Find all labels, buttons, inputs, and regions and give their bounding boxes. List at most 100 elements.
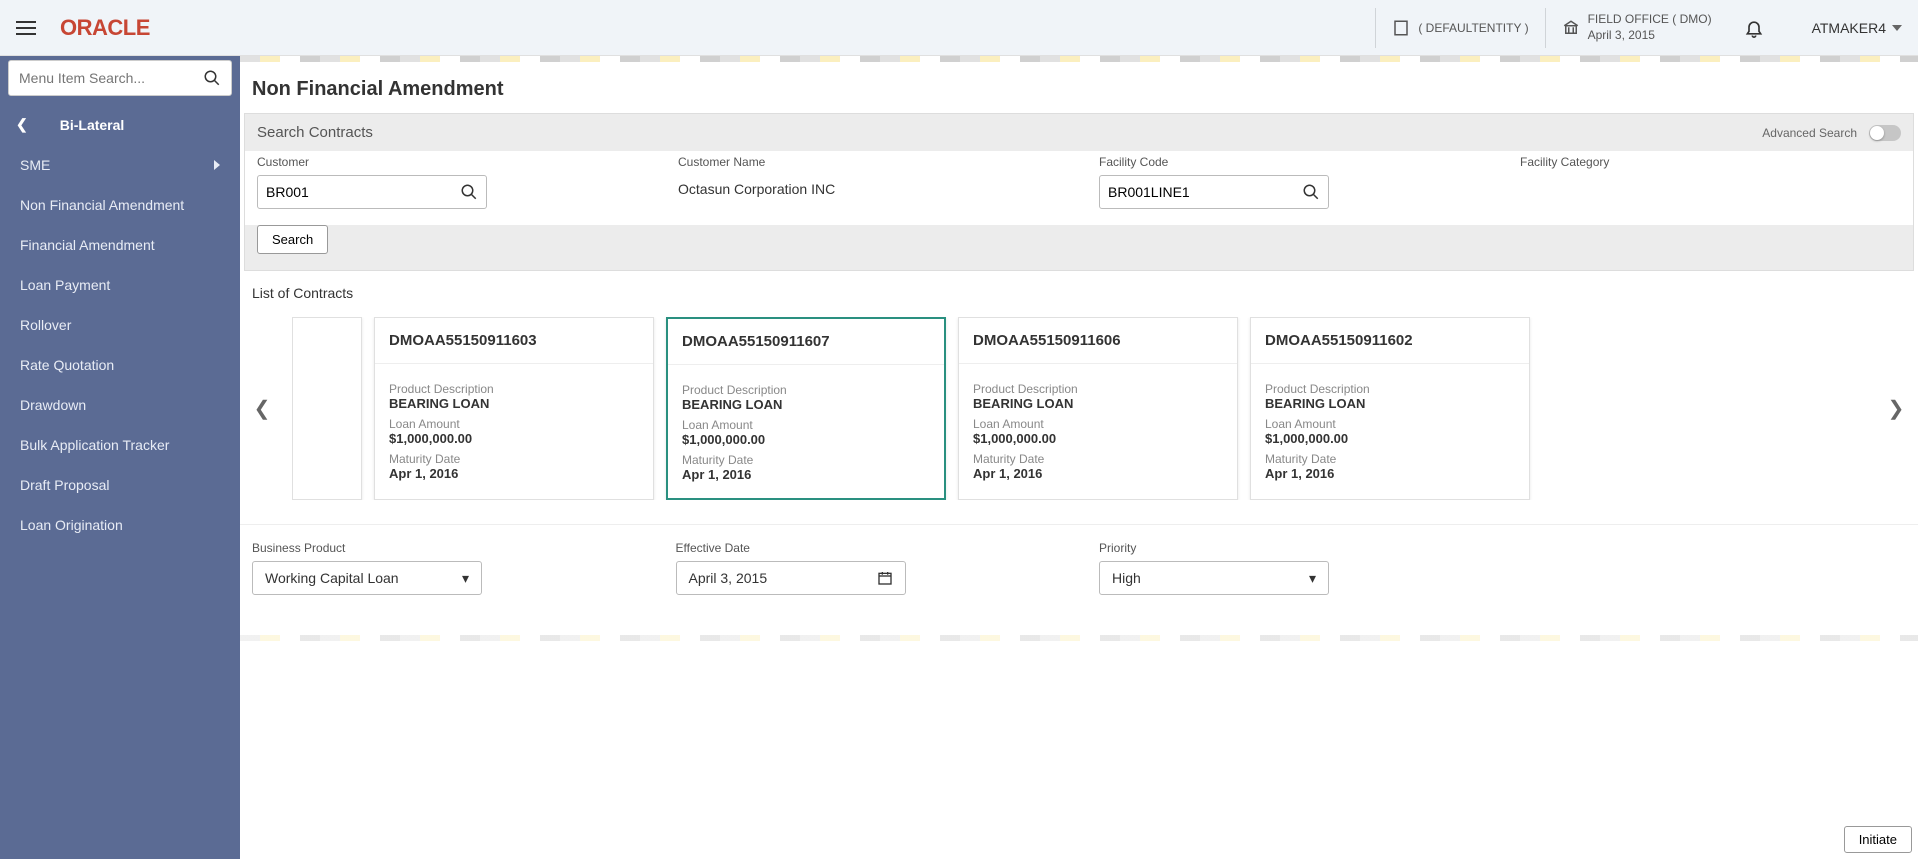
chevron-right-icon [214, 160, 220, 170]
sidebar-item[interactable]: Drawdown [0, 385, 240, 425]
effective-date-label: Effective Date [676, 541, 1060, 555]
customer-input-wrap[interactable] [257, 175, 487, 209]
loan-amount-label: Loan Amount [1265, 417, 1515, 431]
menu-toggle-icon[interactable] [16, 21, 36, 35]
sidebar-item-label: Loan Origination [20, 517, 123, 533]
contract-card[interactable]: DMOAA55150911603 Product DescriptionBEARI… [374, 317, 654, 500]
search-icon [1302, 183, 1320, 201]
search-contracts-label: Search Contracts [257, 124, 373, 141]
contract-id: DMOAA55150911603 [375, 318, 653, 364]
priority-label: Priority [1099, 541, 1483, 555]
sidebar-item[interactable]: Bulk Application Tracker [0, 425, 240, 465]
contract-card[interactable]: DMOAA55150911607Product DescriptionBEARI… [666, 317, 946, 500]
maturity-date-value: Apr 1, 2016 [1265, 466, 1515, 481]
entity-selector[interactable]: ( DEFAULTENTITY ) [1375, 8, 1544, 48]
priority-select[interactable]: High ▾ [1099, 561, 1329, 595]
customer-field: Customer [257, 155, 638, 209]
product-desc-value: BEARING LOAN [973, 396, 1223, 411]
menu-search-input[interactable] [19, 70, 203, 86]
carousel-next-button[interactable]: ❯ [1878, 317, 1914, 500]
bottom-fields: Business Product Working Capital Loan ▾ … [240, 524, 1918, 635]
back-icon[interactable]: ❮ [16, 116, 28, 133]
facility-category-label: Facility Category [1520, 155, 1901, 169]
priority-value: High [1112, 570, 1141, 586]
maturity-date-label: Maturity Date [1265, 452, 1515, 466]
product-desc-label: Product Description [389, 382, 639, 396]
sidebar-item[interactable]: Loan Origination [0, 505, 240, 545]
initiate-button[interactable]: Initiate [1844, 826, 1912, 853]
contract-id: DMOAA55150911606 [959, 318, 1237, 364]
contract-id: DMOAA55150911602 [1251, 318, 1529, 364]
business-product-select[interactable]: Working Capital Loan ▾ [252, 561, 482, 595]
carousel-prev-button[interactable]: ❮ [244, 317, 280, 500]
sidebar-item-label: SME [20, 157, 50, 173]
product-desc-value: BEARING LOAN [389, 396, 639, 411]
priority-field: Priority High ▾ [1099, 541, 1483, 595]
sidebar-item-label: Draft Proposal [20, 477, 109, 493]
chevron-down-icon: ▾ [462, 570, 469, 587]
office-selector[interactable]: FIELD OFFICE ( DMO) April 3, 2015 [1545, 8, 1728, 48]
sidebar-item[interactable]: Loan Payment [0, 265, 240, 305]
loan-amount-value: $1,000,000.00 [1265, 431, 1515, 446]
sidebar-title: Bi-Lateral [60, 117, 125, 133]
sidebar-item[interactable]: Draft Proposal [0, 465, 240, 505]
advanced-search-toggle[interactable] [1869, 125, 1901, 141]
contract-card[interactable]: DMOAA55150911602Product DescriptionBEARI… [1250, 317, 1530, 500]
customer-name-label: Customer Name [678, 155, 1059, 169]
contract-card[interactable]: DMOAA55150911606Product DescriptionBEARI… [958, 317, 1238, 500]
product-desc-value: BEARING LOAN [682, 397, 930, 412]
effective-date-input[interactable]: April 3, 2015 [676, 561, 906, 595]
topbar: ORACLE ( DEFAULTENTITY ) FIELD OFFICE ( … [0, 0, 1918, 56]
sidebar-item[interactable]: Financial Amendment [0, 225, 240, 265]
search-button[interactable]: Search [257, 225, 328, 254]
sidebar-item[interactable]: Rate Quotation [0, 345, 240, 385]
sidebar-item[interactable]: Rollover [0, 305, 240, 345]
facility-code-input-wrap[interactable] [1099, 175, 1329, 209]
office-date: April 3, 2015 [1588, 28, 1712, 44]
maturity-date-label: Maturity Date [973, 452, 1223, 466]
maturity-date-label: Maturity Date [389, 452, 639, 466]
loan-amount-value: $1,000,000.00 [973, 431, 1223, 446]
user-menu[interactable]: ATMAKER4 [1788, 20, 1902, 36]
footer: Initiate [1838, 820, 1918, 859]
loan-amount-label: Loan Amount [682, 418, 930, 432]
notifications-button[interactable] [1728, 8, 1788, 48]
effective-date-field: Effective Date April 3, 2015 [676, 541, 1060, 595]
sidebar-item[interactable]: SME [0, 145, 240, 185]
effective-date-value: April 3, 2015 [689, 570, 768, 586]
sidebar-item-label: Loan Payment [20, 277, 110, 293]
maturity-date-value: Apr 1, 2016 [389, 466, 639, 481]
advanced-search-label: Advanced Search [1762, 126, 1857, 140]
customer-input[interactable] [266, 184, 460, 200]
user-name: ATMAKER4 [1812, 20, 1886, 36]
sidebar-header: ❮ Bi-Lateral [0, 104, 240, 145]
facility-code-field: Facility Code [1099, 155, 1480, 209]
oracle-logo: ORACLE [60, 15, 150, 41]
product-desc-label: Product Description [682, 383, 930, 397]
maturity-date-label: Maturity Date [682, 453, 930, 467]
chevron-down-icon [1892, 25, 1902, 31]
loan-amount-label: Loan Amount [389, 417, 639, 431]
maturity-date-value: Apr 1, 2016 [973, 466, 1223, 481]
business-product-field: Business Product Working Capital Loan ▾ [252, 541, 636, 595]
main-content: Non Financial Amendment Search Contracts… [240, 56, 1918, 859]
sidebar-item[interactable]: Non Financial Amendment [0, 185, 240, 225]
loan-amount-value: $1,000,000.00 [682, 432, 930, 447]
loan-amount-label: Loan Amount [973, 417, 1223, 431]
menu-search[interactable] [8, 60, 232, 96]
customer-label: Customer [257, 155, 638, 169]
sidebar-item-label: Drawdown [20, 397, 86, 413]
calendar-icon [877, 570, 893, 586]
customer-name-field: Customer Name Octasun Corporation INC [678, 155, 1059, 209]
office-label: FIELD OFFICE ( DMO) [1588, 12, 1712, 28]
sidebar-item-label: Rate Quotation [20, 357, 114, 373]
maturity-date-value: Apr 1, 2016 [682, 467, 930, 482]
sidebar-item-label: Bulk Application Tracker [20, 437, 169, 453]
customer-name-value: Octasun Corporation INC [678, 175, 1059, 197]
contracts-carousel: ❮ DMOAA55150911603Product DescriptionBEA… [240, 309, 1918, 524]
sidebar-item-label: Rollover [20, 317, 71, 333]
facility-code-input[interactable] [1108, 184, 1302, 200]
bell-icon [1744, 18, 1764, 38]
decorative-ribbon [240, 56, 1918, 62]
business-product-value: Working Capital Loan [265, 570, 399, 586]
